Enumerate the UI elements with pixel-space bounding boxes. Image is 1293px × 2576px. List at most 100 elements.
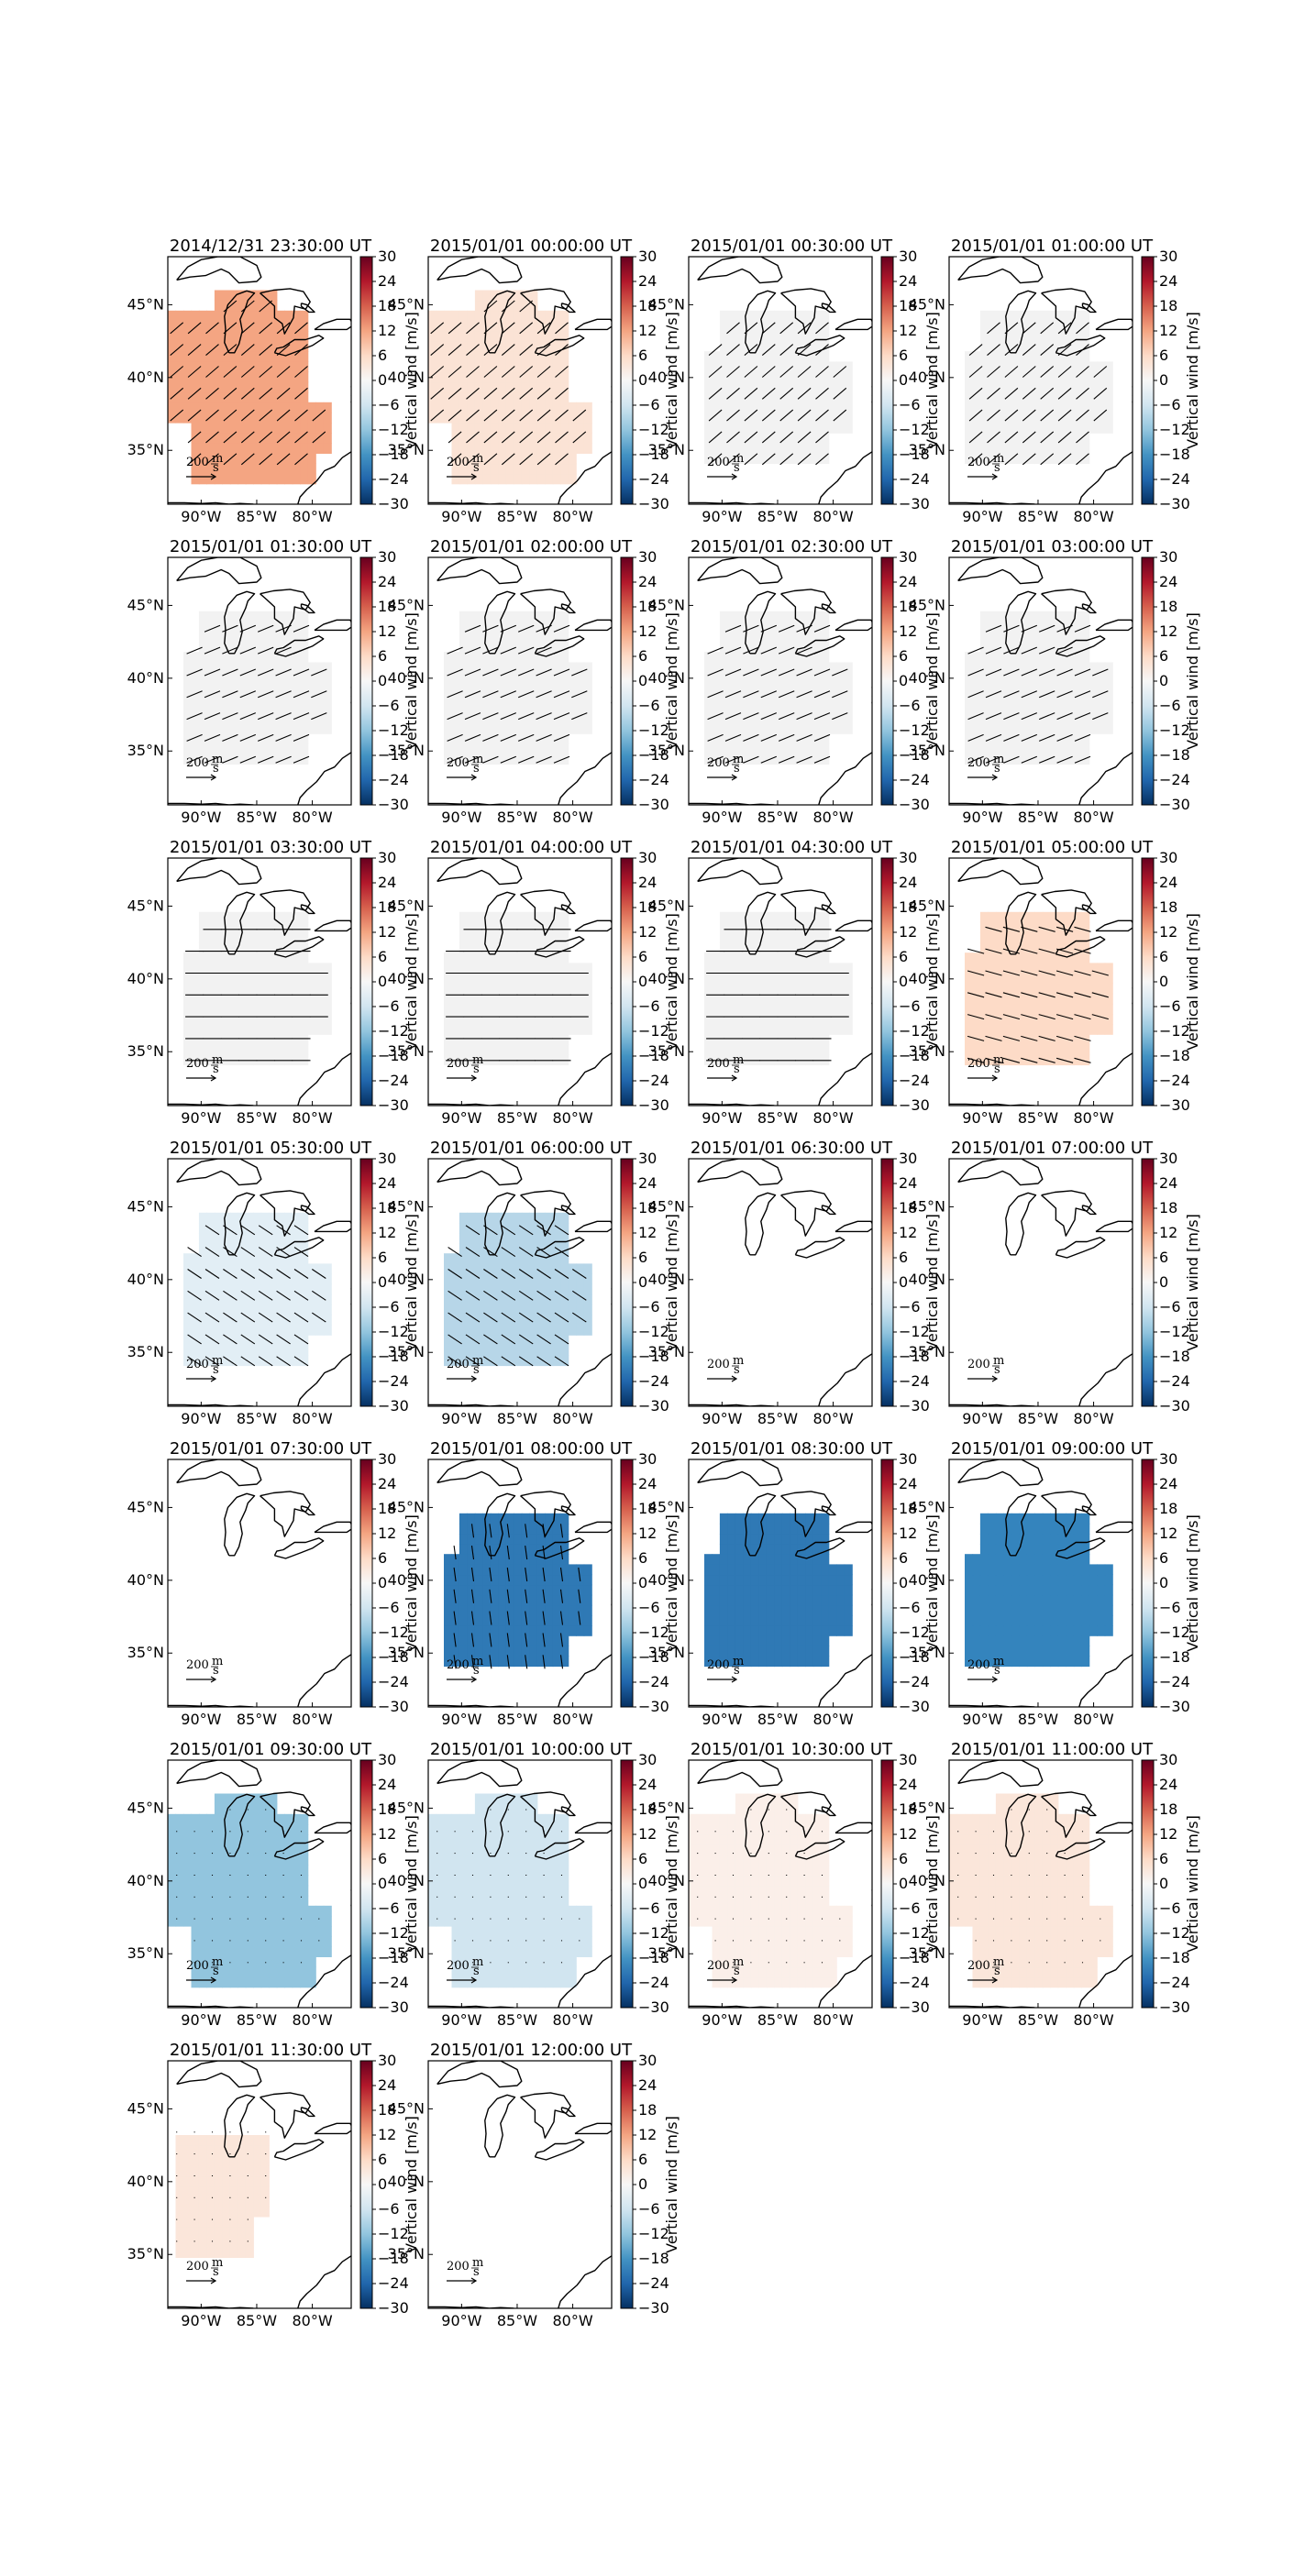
lon-tick-label: 80°W bbox=[812, 2011, 853, 2029]
colorbar-tick-label: 18 bbox=[899, 297, 917, 314]
lon-tick-label: 80°W bbox=[292, 508, 332, 525]
colorbar-tick-label: 24 bbox=[378, 272, 396, 290]
lat-tick-label: 45°N bbox=[127, 1498, 164, 1515]
colorbar-label: Vertical wind [m/s] bbox=[663, 2116, 680, 2253]
reference-vector-unit-num: m bbox=[733, 1053, 744, 1067]
coastlines bbox=[949, 858, 1133, 1106]
colorbar-tick-label: 0 bbox=[638, 1875, 647, 1892]
lon-tick-label: 80°W bbox=[812, 809, 853, 826]
lon-tick-label: 90°W bbox=[441, 508, 481, 525]
reference-vector-unit-num: m bbox=[472, 2256, 483, 2270]
colorbar: 30 24 18 12 6 0 −6 −12 −18 −24 −30 Vertical wind [m… bbox=[880, 248, 941, 512]
lon-tick-label: 85°W bbox=[497, 809, 537, 826]
lon-tick-label: 90°W bbox=[181, 1410, 221, 1427]
colorbar-tick-label: −24 bbox=[899, 1974, 930, 1991]
wind-vectors bbox=[706, 929, 849, 1062]
coastlines bbox=[428, 1159, 612, 1406]
lon-tick-label: 90°W bbox=[181, 1711, 221, 1728]
panel-title: 2015/01/01 08:00:00 UT bbox=[430, 1439, 633, 1459]
colorbar-label: Vertical wind [m/s] bbox=[403, 312, 420, 449]
reference-vector-key: 200 ms bbox=[707, 452, 744, 480]
lon-tick-label: 90°W bbox=[702, 2011, 742, 2029]
lon-tick-label: 80°W bbox=[292, 1410, 332, 1427]
lat-tick-label: 40°N bbox=[388, 1571, 425, 1589]
colorbar-label: Vertical wind [m/s] bbox=[663, 913, 680, 1051]
lat-tick-label: 40°N bbox=[388, 1271, 425, 1288]
lat-tick-label: 40°N bbox=[388, 970, 425, 987]
reference-vector-key: 200 ms bbox=[707, 1053, 744, 1082]
lon-tick-label: 80°W bbox=[552, 2011, 592, 2029]
lon-tick-label: 80°W bbox=[1073, 508, 1113, 525]
panel-title: 2015/01/01 05:30:00 UT bbox=[170, 1139, 372, 1158]
colorbar-tick-label: −6 bbox=[899, 396, 921, 413]
reference-vector-unit-den: s bbox=[473, 461, 480, 475]
wind-vectors bbox=[430, 300, 587, 466]
map-panel: 2015/01/01 02:00:00 UT 45°N 40°N 35°N 90°W 85… bbox=[388, 537, 680, 826]
colorbar-tick-label: −18 bbox=[638, 1949, 669, 1966]
colorbar-label: Vertical wind [m/s] bbox=[403, 1214, 420, 1351]
lat-tick-label: 35°N bbox=[127, 1042, 164, 1060]
colorbar-tick-label: 24 bbox=[638, 1174, 657, 1192]
colorbar-tick-label: 6 bbox=[899, 347, 908, 364]
colorbar-label: Vertical wind [m/s] bbox=[1184, 1514, 1201, 1652]
map-panel: 2015/01/01 07:00:00 UT 45°N 40°N 35°N 90°W 85… bbox=[909, 1139, 1201, 1427]
colorbar-tick-label: 30 bbox=[899, 548, 917, 566]
colorbar-tick-label: 0 bbox=[638, 371, 647, 389]
colorbar: 30 24 18 12 6 0 −6 −12 −18 −24 −30 Vertical wind [m… bbox=[880, 1450, 941, 1715]
colorbar-tick-label: −12 bbox=[638, 1323, 669, 1340]
lon-tick-label: 85°W bbox=[1018, 809, 1058, 826]
wind-vectors bbox=[968, 322, 1108, 466]
colorbar-tick-label: 30 bbox=[899, 849, 917, 866]
coastlines bbox=[689, 1159, 872, 1406]
panel-title: 2015/01/01 07:00:00 UT bbox=[951, 1139, 1154, 1158]
colorbar-tick-label: −24 bbox=[1159, 1673, 1190, 1690]
map-panel: 2015/01/01 05:00:00 UT 45°N 40°N 35°N 90°W 85… bbox=[909, 838, 1201, 1127]
reference-vector-value: 200 bbox=[967, 1358, 990, 1371]
colorbar: 30 24 18 12 6 0 −6 −12 −18 −24 −30 Vertical wind [m… bbox=[359, 1450, 420, 1715]
coastlines bbox=[689, 858, 872, 1106]
colorbar-tick-label: −18 bbox=[378, 1348, 409, 1365]
wind-field-fill bbox=[183, 611, 332, 765]
colorbar-tick-label: −18 bbox=[638, 2250, 669, 2267]
colorbar-tick-label: −6 bbox=[899, 1899, 921, 1917]
colorbar-tick-label: −24 bbox=[1159, 470, 1190, 488]
colorbar-tick-label: −30 bbox=[638, 1698, 669, 1715]
reference-vector-unit-num: m bbox=[993, 753, 1004, 766]
lat-tick-label: 45°N bbox=[388, 295, 425, 313]
lat-tick-label: 45°N bbox=[388, 2099, 425, 2117]
lat-tick-label: 45°N bbox=[388, 596, 425, 613]
lon-tick-label: 90°W bbox=[441, 1711, 481, 1728]
panel-title: 2015/01/01 09:30:00 UT bbox=[170, 1740, 372, 1759]
lat-tick-label: 40°N bbox=[388, 2173, 425, 2190]
colorbar-tick-label: 24 bbox=[899, 1776, 917, 1793]
colorbar-tick-label: −12 bbox=[378, 421, 409, 438]
lat-tick-label: 40°N bbox=[127, 669, 164, 687]
colorbar-tick-label: 6 bbox=[638, 1549, 647, 1567]
lon-tick-label: 85°W bbox=[237, 809, 277, 826]
colorbar-tick-label: 12 bbox=[638, 923, 657, 941]
colorbar-tick-label: −18 bbox=[899, 1047, 930, 1064]
colorbar-tick-label: −18 bbox=[378, 1648, 409, 1666]
lon-tick-label: 85°W bbox=[497, 508, 537, 525]
wind-vectors bbox=[185, 929, 328, 1062]
lat-tick-label: 40°N bbox=[127, 369, 164, 386]
wind-vectors bbox=[697, 1809, 841, 1964]
lat-tick-label: 40°N bbox=[909, 369, 945, 386]
colorbar-tick-label: −24 bbox=[899, 1072, 930, 1089]
colorbar-tick-label: 24 bbox=[638, 2076, 657, 2094]
colorbar-tick-label: 18 bbox=[378, 598, 396, 615]
colorbar-tick-label: 6 bbox=[899, 1249, 908, 1266]
wind-field-fill bbox=[444, 1513, 592, 1668]
wind-field-fill bbox=[965, 310, 1113, 465]
map-panel: 2015/01/01 11:30:00 UT 45°N 40°N 35°N 90°W 85… bbox=[127, 2041, 420, 2329]
colorbar-tick-label: −24 bbox=[378, 470, 409, 488]
colorbar-tick-label: 18 bbox=[899, 898, 917, 916]
colorbar-tick-label: 6 bbox=[899, 1850, 908, 1867]
colorbar-tick-label: 0 bbox=[638, 1273, 647, 1291]
colorbar-tick-label: 30 bbox=[638, 1450, 657, 1468]
colorbar-tick-label: 24 bbox=[1159, 874, 1177, 891]
panel-title: 2015/01/01 04:30:00 UT bbox=[691, 838, 893, 857]
coastlines bbox=[428, 1760, 612, 2008]
wind-vectors bbox=[448, 1225, 587, 1367]
colorbar-tick-label: 30 bbox=[638, 1150, 657, 1167]
